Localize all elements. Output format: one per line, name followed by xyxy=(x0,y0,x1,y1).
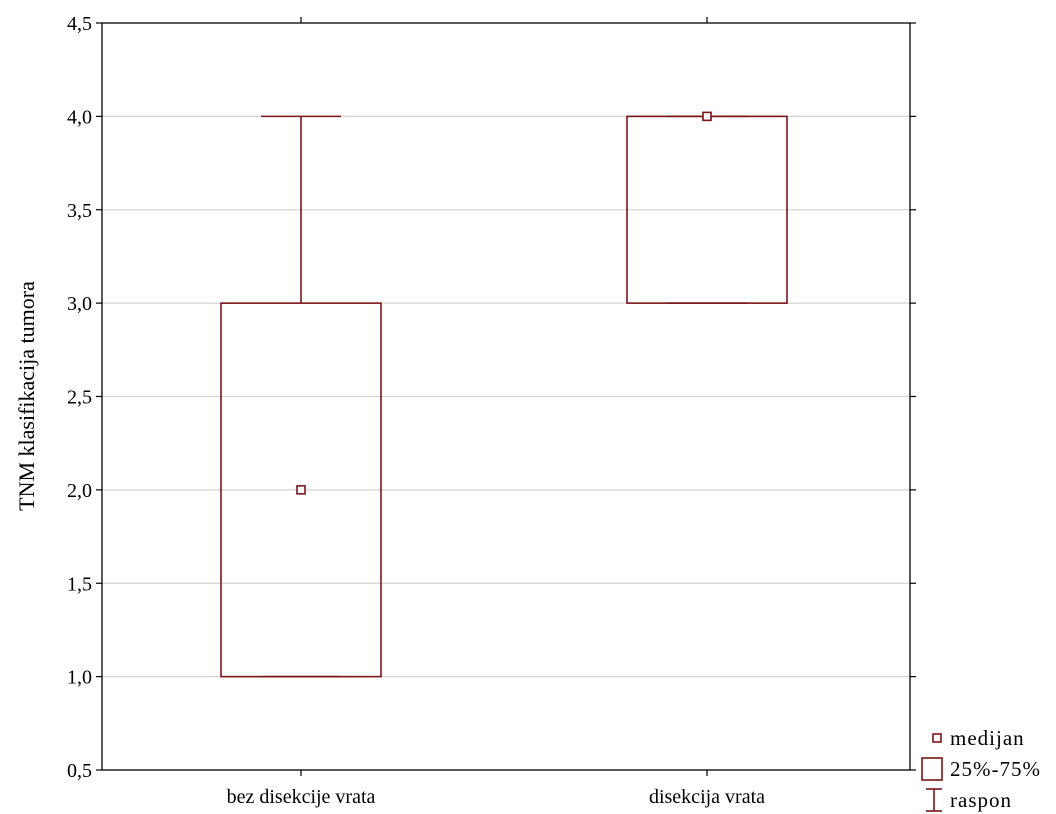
y-tick-label: 2,5 xyxy=(67,387,92,409)
y-tick-label: 2,0 xyxy=(67,480,92,502)
x-tick-label: bez disekcije vrata xyxy=(227,786,376,808)
legend-label: medijan xyxy=(950,726,1025,750)
legend-median-swatch xyxy=(932,733,942,743)
gridlines xyxy=(102,115,910,678)
y-tick-label: 3,0 xyxy=(67,293,92,315)
iqr-box xyxy=(220,302,382,678)
axes: 0,5 1,0 1,5 2,0 2,5 3,0 3,5 4,0 4,5 bez disekcije… xyxy=(67,13,916,808)
median-marker xyxy=(702,111,712,122)
x-tick-label: disekcija vrata xyxy=(649,786,765,808)
legend-label: 25%-75% xyxy=(950,757,1041,781)
y-tick-label: 1,5 xyxy=(67,573,92,595)
y-tick-label: 1,0 xyxy=(67,667,92,689)
median-marker xyxy=(296,485,306,495)
y-tick-label: 4,5 xyxy=(67,13,92,35)
y-tick-label: 4,0 xyxy=(67,106,92,128)
legend-label: raspon xyxy=(950,788,1012,812)
y-tick-label: 0,5 xyxy=(67,760,92,782)
legend: medijan 25%-75% raspon xyxy=(921,726,1041,812)
legend-box-swatch xyxy=(921,757,943,781)
y-tick-label: 3,5 xyxy=(67,200,92,222)
y-axis-title: TNM klasifikacija tumora xyxy=(14,281,39,511)
boxes xyxy=(220,111,788,678)
